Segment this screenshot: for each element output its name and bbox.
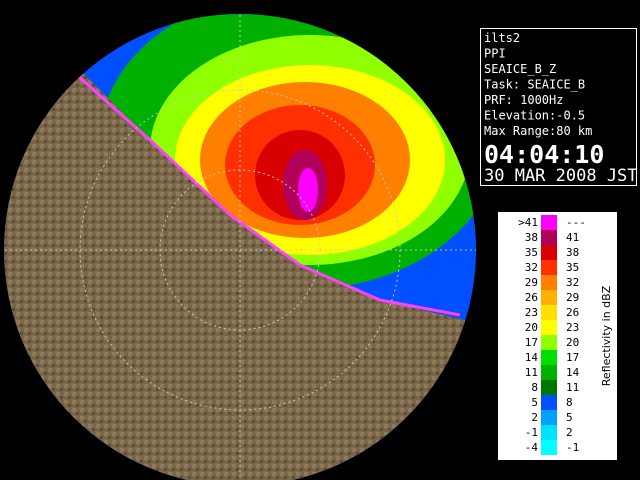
info-line: ilts2	[484, 31, 520, 45]
legend-low: 8	[531, 381, 538, 394]
legend-low: 35	[525, 246, 538, 259]
legend-high: 14	[566, 366, 580, 379]
legend-high: 26	[566, 306, 579, 319]
legend-swatch	[541, 230, 557, 245]
info-line: PPI	[484, 47, 506, 61]
legend-low: 38	[525, 231, 538, 244]
legend-swatch	[541, 365, 557, 380]
legend-low: 5	[531, 396, 538, 409]
legend-high: 11	[566, 381, 579, 394]
legend-low: 17	[525, 336, 538, 349]
legend-swatch	[541, 335, 557, 350]
info-line: Task: SEAICE_B	[484, 78, 585, 92]
legend-high: 38	[566, 246, 579, 259]
radar-image	[4, 14, 476, 480]
legend-low: 20	[525, 321, 538, 334]
legend-low: -4	[525, 441, 539, 454]
legend-swatch	[541, 260, 557, 275]
info-panel	[480, 28, 637, 186]
legend-swatch	[541, 290, 557, 305]
legend-box	[497, 211, 618, 461]
legend-high: 5	[566, 411, 573, 424]
legend-low: >41	[518, 216, 538, 229]
legend-low: 23	[525, 306, 538, 319]
legend-high: 35	[566, 261, 579, 274]
date: 30 MAR 2008 JST	[484, 166, 638, 186]
legend-low: 32	[525, 261, 538, 274]
legend-swatch	[541, 215, 557, 230]
legend-swatch	[541, 425, 557, 440]
legend-swatch	[541, 275, 557, 290]
legend-low: 2	[531, 411, 538, 424]
legend-high: ---	[566, 216, 586, 229]
legend-swatch	[541, 245, 557, 260]
info-line: SEAICE_B_Z	[484, 62, 556, 76]
legend-low: 11	[525, 366, 538, 379]
legend-low: -1	[525, 426, 538, 439]
legend-high: 41	[566, 231, 579, 244]
legend-high: 23	[566, 321, 579, 334]
range-rings	[4, 14, 476, 480]
legend-swatch	[541, 320, 557, 335]
legend-high: 29	[566, 291, 579, 304]
legend-low: 29	[525, 276, 538, 289]
legend-high: 2	[566, 426, 573, 439]
legend-swatch	[541, 380, 557, 395]
legend-low: 26	[525, 291, 538, 304]
coastline	[59, 58, 461, 317]
legend-swatch	[541, 305, 557, 320]
legend-swatch	[541, 395, 557, 410]
time: 04:04:10	[484, 140, 604, 169]
legend: >41 --- 38 41 35 38 32 35 29 32 26 29 23 26 20 23 17 20 14…	[518, 215, 586, 455]
legend-swatch	[541, 350, 557, 365]
legend-high: 17	[566, 351, 579, 364]
land	[4, 14, 470, 480]
legend-high: 20	[566, 336, 579, 349]
echo	[100, 14, 476, 290]
legend-swatch	[541, 440, 557, 455]
legend-swatch	[541, 410, 557, 425]
legend-high: 32	[566, 276, 579, 289]
legend-low: 14	[525, 351, 539, 364]
legend-high: -1	[566, 441, 579, 454]
info-line: PRF: 1000Hz	[484, 93, 563, 107]
legend-title: Reflectivity in dBZ	[600, 285, 613, 386]
info-line: Max Range:80 km	[484, 124, 592, 138]
legend-high: 8	[566, 396, 573, 409]
info-line: Elevation:-0.5	[484, 109, 585, 123]
